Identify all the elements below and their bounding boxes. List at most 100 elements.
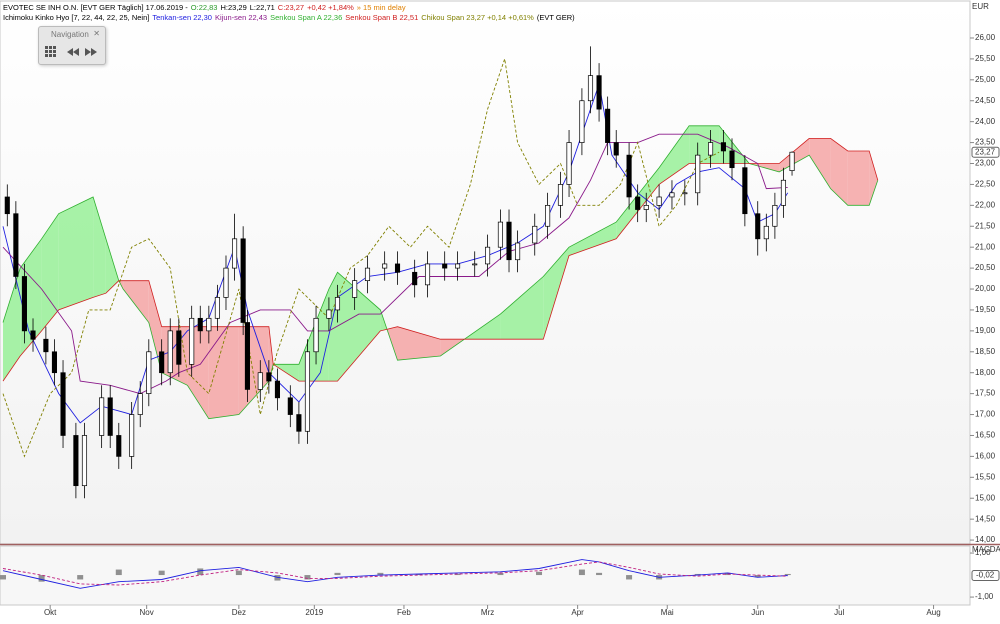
forward-button[interactable]	[85, 48, 97, 56]
candle-body	[695, 154, 701, 194]
legend-entry: Senkou Span B 22,51	[345, 13, 419, 22]
histogram-bar	[38, 575, 45, 582]
cloud-fill	[148, 280, 162, 373]
candle-body	[515, 242, 521, 261]
candle-body	[455, 263, 461, 269]
x-tick-label: Mrz	[481, 608, 494, 617]
candle-body	[566, 142, 572, 185]
y-tick-label: 14,50	[975, 514, 996, 523]
y-tick-label: 25,50	[975, 54, 996, 63]
navigation-title: Navigation	[51, 30, 89, 39]
title-part: » 15 min delay	[356, 3, 406, 12]
candle-body	[394, 263, 401, 273]
title-part: L:22,71	[249, 3, 275, 12]
candle-body	[720, 142, 726, 152]
y-tick-label: 16,00	[975, 451, 996, 460]
candle-body	[244, 322, 250, 390]
close-button[interactable]: ✕	[93, 29, 100, 38]
candle-body	[412, 271, 418, 286]
candle-body	[442, 263, 448, 269]
grid-icon[interactable]	[45, 46, 56, 57]
candle-body	[326, 309, 332, 319]
candle-body	[60, 372, 66, 436]
candle-body	[146, 351, 152, 394]
histogram-bar	[158, 570, 165, 576]
legend-row: Ichimoku Kinko Hyo [7, 22, 44, 22, 25, N…	[3, 13, 578, 23]
histogram-bar	[578, 569, 585, 576]
y-tick-label: 24,00	[975, 117, 996, 126]
cloud-fill	[208, 326, 239, 419]
histogram-bar	[115, 569, 122, 576]
candle-body	[497, 221, 503, 248]
main-panel	[0, 0, 971, 545]
last-price-label: 23,27	[975, 147, 996, 156]
x-tick-label: 2019	[305, 608, 323, 617]
y-tick-label: 21,50	[975, 221, 996, 230]
cloud-fill	[397, 326, 441, 361]
candle-body	[43, 338, 49, 353]
histogram-bar	[304, 575, 311, 580]
title-part: H:23,29	[220, 3, 247, 12]
title-row: EVOTEC SE INH O.N. [EVT GER Täglich] 17.…	[3, 3, 578, 13]
y-tick-label: 23,50	[975, 138, 996, 147]
y-tick-label: 15,50	[975, 472, 996, 481]
candle-body	[304, 351, 311, 432]
histogram-bar	[197, 568, 204, 576]
signal-line	[2, 561, 788, 586]
y-tick-label: 21,00	[975, 242, 996, 251]
legend-entry: (EVT GER)	[536, 13, 575, 22]
histogram-bar	[0, 575, 6, 580]
legend-entry: Kijun-sen 22,43	[214, 13, 268, 22]
candle-body	[789, 151, 795, 171]
candle-body	[197, 317, 203, 332]
candle-body	[266, 372, 272, 382]
back-button[interactable]	[67, 48, 79, 56]
cloud-fill	[41, 213, 59, 331]
candle-body	[30, 330, 36, 340]
cloud-fill	[123, 280, 149, 323]
candle-body	[755, 213, 761, 240]
histogram-bar	[235, 570, 242, 576]
candle-body	[81, 435, 88, 487]
candle-body	[167, 330, 173, 374]
y-tick-label: 25,00	[975, 75, 996, 84]
candle-body	[532, 225, 538, 244]
candle-body	[656, 196, 662, 206]
candle-body	[635, 196, 641, 210]
candle-body	[296, 414, 302, 432]
y-tick-label: 18,00	[975, 368, 996, 377]
y-tick-label: 16,50	[975, 431, 996, 440]
histogram-bar	[626, 575, 633, 580]
candle-body	[232, 238, 238, 269]
y-tick-label: 22,00	[975, 200, 996, 209]
cloud-fill	[93, 197, 106, 298]
candle-body	[99, 397, 105, 436]
x-tick-label: Feb	[397, 608, 411, 617]
candle-body	[643, 204, 649, 210]
histogram-bar	[334, 572, 341, 576]
cloud-fill	[830, 138, 848, 206]
title-part: O:22,83	[190, 3, 218, 12]
cloud-fill	[659, 125, 690, 185]
histogram-bar	[77, 575, 84, 580]
candle-body	[545, 204, 551, 227]
cloud-fill	[847, 151, 870, 206]
y-tick-label: 22,50	[975, 180, 996, 189]
candle-body	[313, 317, 319, 353]
y-tick-label: 19,00	[975, 326, 996, 335]
histogram-bar	[454, 573, 461, 576]
candle-body	[4, 196, 10, 215]
candle-body	[772, 204, 778, 227]
candle-body	[382, 263, 388, 269]
y-tick-label: 17,50	[975, 389, 996, 398]
candle-body	[206, 317, 212, 332]
candle-body	[137, 393, 143, 415]
candle-body	[472, 263, 478, 266]
cloud-fill	[337, 272, 381, 382]
histogram-bar	[694, 573, 701, 576]
navigation-widget[interactable]: Navigation ✕	[38, 26, 106, 65]
candle-body	[613, 142, 619, 156]
macd-line	[2, 559, 788, 589]
histogram-bar	[536, 571, 543, 576]
